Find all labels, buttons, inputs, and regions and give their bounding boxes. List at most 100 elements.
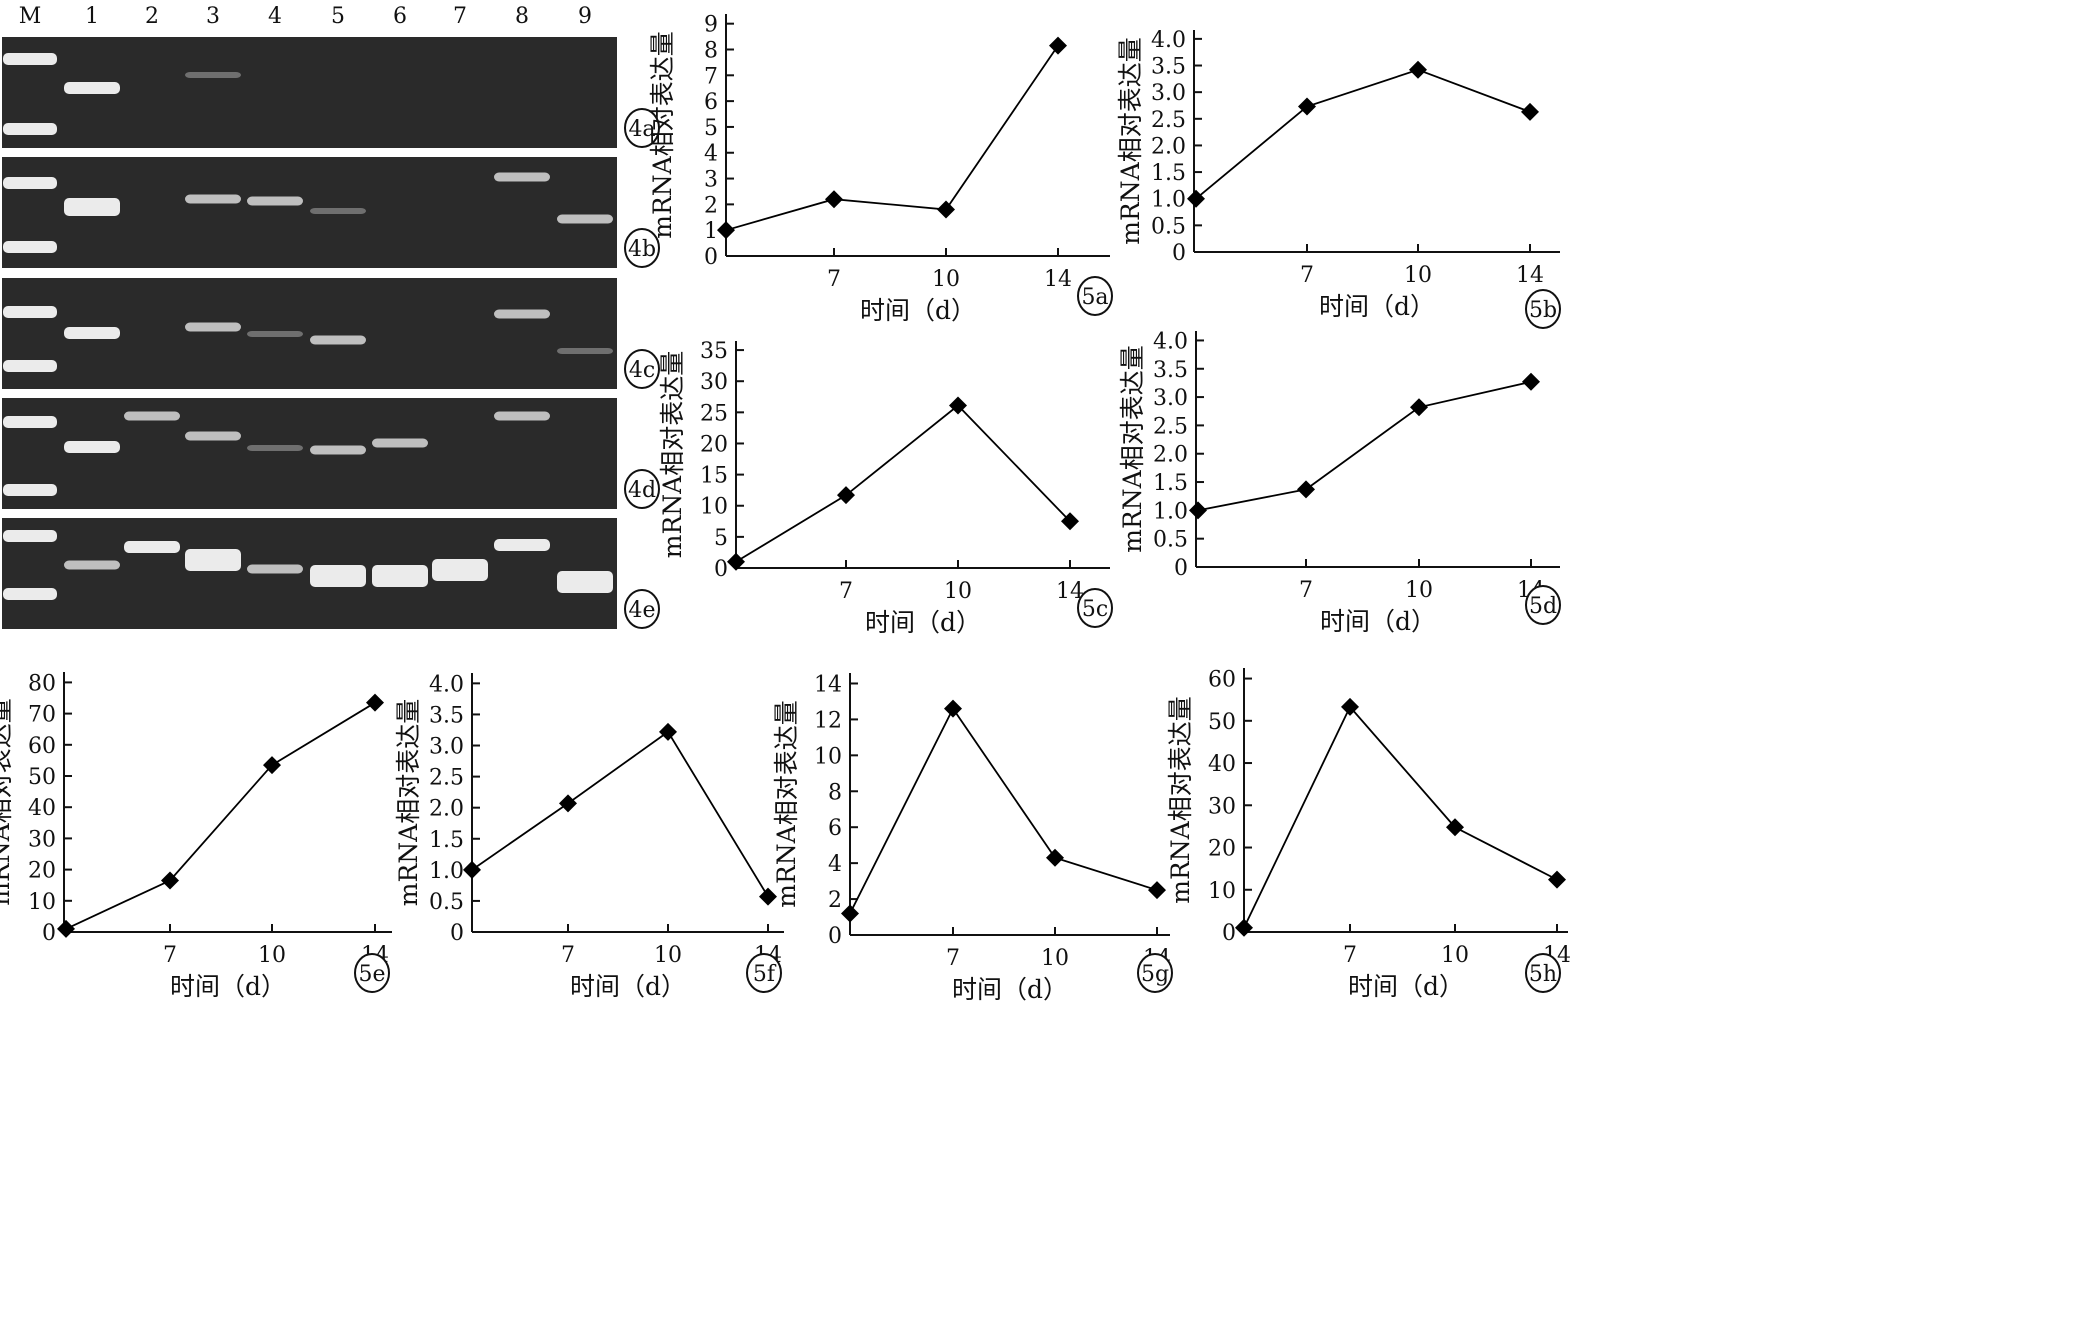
y-tick-label: 2.0 <box>1153 443 1188 468</box>
lane-label-1: 1 <box>85 4 99 29</box>
gel-band <box>3 360 57 372</box>
x-axis-label: 时间（d） <box>170 972 286 1001</box>
chart-5d: 00.51.01.52.02.53.03.54.071014时间（d）mRNA相… <box>1118 329 1561 636</box>
y-tick-label: 60 <box>28 734 56 759</box>
data-point <box>1409 60 1427 79</box>
lane-label-9: 9 <box>578 4 592 29</box>
y-tick-label: 9 <box>704 13 718 38</box>
gel-band <box>124 541 180 553</box>
data-point <box>825 190 843 209</box>
gel-panel-label-4b-circle <box>624 228 660 269</box>
gel-panel-label-4d: 4d <box>628 478 656 503</box>
gel-band <box>557 571 613 593</box>
y-tick-label: 1.0 <box>1151 188 1186 213</box>
chart-panel-label: 5b <box>1529 298 1557 323</box>
chart-panel-label-circle <box>1525 585 1561 625</box>
x-axis-label: 时间（d） <box>865 608 981 637</box>
data-point <box>263 756 281 775</box>
x-axis-label: 时间（d） <box>1319 292 1435 321</box>
data-point <box>759 887 777 906</box>
y-tick-label: 6 <box>704 90 718 115</box>
gel-panel-4a <box>2 37 617 148</box>
y-axis-label: mRNA相对表达量 <box>1118 345 1147 552</box>
gel-band <box>310 445 366 455</box>
y-tick-label: 5 <box>704 116 718 141</box>
chart-panel-label: 5e <box>358 962 385 987</box>
y-tick-label: 3.0 <box>1151 81 1186 106</box>
lane-label-4: 4 <box>268 4 282 29</box>
data-point <box>841 904 859 923</box>
lane-label-M: M <box>19 4 42 29</box>
y-tick-label: 0 <box>42 921 56 946</box>
chart-panel-label-circle <box>1137 953 1173 993</box>
series-line <box>1197 380 1532 512</box>
y-tick-label: 70 <box>28 703 56 728</box>
gel-band <box>432 559 488 581</box>
x-tick-label: 7 <box>946 946 960 971</box>
gel-band <box>185 549 241 571</box>
y-tick-label: 10 <box>28 890 56 915</box>
y-tick-label: 30 <box>1208 794 1236 819</box>
data-point <box>837 486 855 505</box>
gel-band <box>124 411 180 421</box>
y-tick-label: 0 <box>714 557 728 582</box>
y-tick-label: 4 <box>704 142 718 167</box>
y-axis-label: mRNA相对表达量 <box>658 351 687 558</box>
lane-label-2: 2 <box>145 4 159 29</box>
gel-band <box>557 348 613 354</box>
y-tick-label: 2.5 <box>1153 414 1188 439</box>
data-point <box>937 200 955 219</box>
y-tick-label: 12 <box>814 708 842 733</box>
y-tick-label: 10 <box>700 495 728 520</box>
y-axis-label: mRNA相对表达量 <box>394 699 423 906</box>
chart-panel-label: 5c <box>1082 597 1108 622</box>
y-tick-label: 0.5 <box>1151 214 1186 239</box>
x-tick-label: 7 <box>827 267 841 292</box>
series-line <box>735 404 1071 563</box>
y-tick-label: 3.5 <box>1151 55 1186 80</box>
x-tick-label: 10 <box>1041 946 1069 971</box>
y-tick-label: 50 <box>1208 710 1236 735</box>
chart-5f: 00.51.01.52.02.53.03.54.071014时间（d）mRNA相… <box>394 672 784 1001</box>
x-tick-label: 10 <box>944 579 972 604</box>
data-point <box>1522 372 1540 391</box>
y-tick-label: 3 <box>704 168 718 193</box>
x-axis-label: 时间（d） <box>952 975 1068 1004</box>
chart-panel-label: 5a <box>1081 285 1108 310</box>
x-tick-label: 7 <box>1300 263 1314 288</box>
y-axis-label: mRNA相对表达量 <box>1116 37 1145 244</box>
y-tick-label: 10 <box>814 744 842 769</box>
gel-panel-label-4a: 4a <box>628 117 655 142</box>
y-tick-label: 20 <box>1208 837 1236 862</box>
y-tick-label: 0 <box>1172 241 1186 266</box>
y-tick-label: 10 <box>1208 879 1236 904</box>
chart-panel-label-circle <box>1077 276 1113 316</box>
data-point <box>1446 818 1464 837</box>
y-tick-label: 0 <box>1174 556 1188 581</box>
x-tick-label: 7 <box>1299 578 1313 603</box>
data-point <box>1521 102 1539 121</box>
gel-band <box>247 196 303 206</box>
y-tick-label: 1.0 <box>1153 499 1188 524</box>
lane-label-6: 6 <box>393 4 407 29</box>
y-tick-label: 20 <box>28 859 56 884</box>
gel-band <box>3 53 57 65</box>
chart-panel-label-circle <box>746 953 782 993</box>
x-tick-label: 10 <box>932 267 960 292</box>
gel-panel-label-4b: 4b <box>628 237 656 262</box>
gel-band <box>310 565 366 587</box>
gel-band <box>247 331 303 337</box>
chart-panel-label: 5d <box>1529 594 1557 619</box>
data-point <box>1187 189 1205 208</box>
y-tick-label: 35 <box>700 339 728 364</box>
x-tick-label: 7 <box>163 943 177 968</box>
data-point <box>1410 398 1428 417</box>
y-tick-label: 0 <box>704 245 718 270</box>
y-axis-label: mRNA相对表达量 <box>772 700 801 907</box>
lane-label-7: 7 <box>453 4 467 29</box>
y-tick-label: 40 <box>1208 752 1236 777</box>
chart-panel-label-circle <box>354 953 390 993</box>
y-tick-label: 0 <box>450 921 464 946</box>
